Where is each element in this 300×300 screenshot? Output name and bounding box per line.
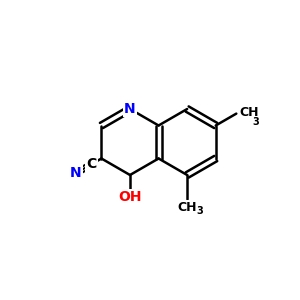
Text: C: C <box>86 157 97 171</box>
Text: 3: 3 <box>252 117 259 127</box>
Text: OH: OH <box>118 190 142 204</box>
Text: N: N <box>70 166 82 180</box>
Text: CH: CH <box>177 201 197 214</box>
Text: 3: 3 <box>196 206 203 216</box>
Text: CH: CH <box>239 106 259 119</box>
Text: N: N <box>124 102 136 116</box>
